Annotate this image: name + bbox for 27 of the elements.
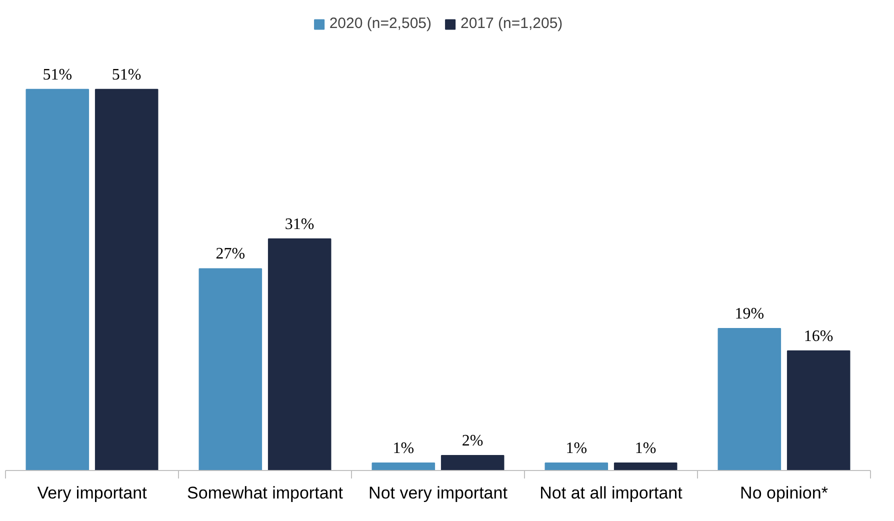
data-label: 31%: [284, 216, 314, 233]
legend-label: 2020 (n=2,505): [329, 15, 432, 32]
data-label: 1%: [634, 440, 656, 458]
x-tick-label: Not very important: [368, 484, 508, 502]
x-tick-label: Somewhat important: [187, 484, 344, 502]
bar: [94, 88, 158, 470]
data-label: 19%: [734, 306, 764, 323]
x-tick-label: Not at all important: [540, 484, 683, 502]
bar: [372, 462, 436, 470]
data-label: 51%: [112, 66, 142, 84]
bar: [198, 268, 262, 470]
bar: [614, 462, 678, 470]
data-label: 1%: [392, 440, 414, 458]
bar: [544, 462, 608, 470]
data-label: 51%: [42, 66, 72, 84]
legend-label: 2017 (n=1,205): [460, 15, 563, 32]
bar: [26, 88, 90, 470]
bar: [786, 350, 850, 470]
bar: [440, 455, 504, 470]
data-label: 2%: [462, 432, 484, 450]
bar: [718, 328, 782, 470]
bar: [268, 238, 332, 470]
data-label: 1%: [566, 440, 588, 458]
x-tick-label: Very important: [37, 484, 148, 502]
x-tick-label: No opinion*: [740, 484, 828, 502]
data-label: 27%: [216, 246, 246, 263]
data-label: 16%: [804, 328, 834, 345]
